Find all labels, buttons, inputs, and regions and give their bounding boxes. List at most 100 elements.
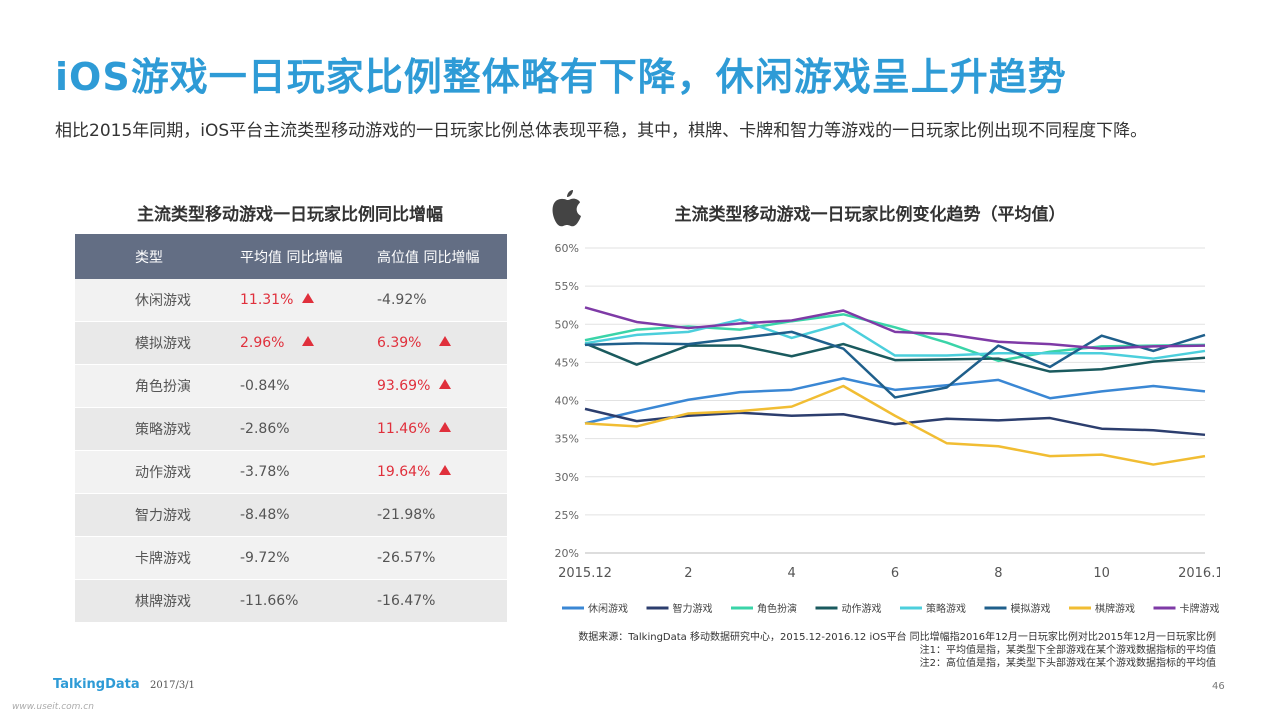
cell-avg: 2.96%: [240, 321, 377, 365]
cell-high-value: 93.69%: [377, 378, 431, 394]
cell-high: 19.64%: [377, 450, 507, 494]
cell-type: 棋牌游戏: [75, 579, 240, 623]
cell-high-value: -4.92%: [377, 292, 427, 308]
table-title: 主流类型移动游戏一日玩家比例同比增幅: [137, 205, 443, 225]
up-triangle-icon: [439, 422, 451, 432]
cell-avg-value: -2.86%: [240, 421, 290, 437]
series-line-7: [584, 306, 1206, 350]
cell-avg-value: -9.72%: [240, 550, 290, 566]
legend-label: 动作游戏: [842, 602, 882, 615]
cell-avg: -2.86%: [240, 407, 377, 451]
x-tick-label: 2015.12: [558, 566, 612, 581]
cell-high: 11.46%: [377, 407, 507, 451]
cell-avg: -0.84%: [240, 364, 377, 408]
y-tick-label: 55%: [555, 280, 579, 293]
header-high: 高位值 同比增幅: [377, 234, 507, 279]
x-tick-label: 10: [1093, 566, 1110, 581]
y-tick-label: 50%: [555, 318, 579, 331]
series-line-5: [584, 330, 1206, 399]
legend-label: 卡牌游戏: [1180, 602, 1220, 615]
table-header-row: 类型 平均值 同比增幅 高位值 同比增幅: [75, 234, 507, 279]
growth-table: 类型 平均值 同比增幅 高位值 同比增幅 休闲游戏 11.31% -4.92% 模拟游…: [75, 234, 507, 623]
cell-avg-value: -11.66%: [240, 593, 299, 609]
legend-label: 棋牌游戏: [1095, 602, 1135, 615]
series-line-0: [584, 377, 1206, 425]
cell-avg-value: 11.31%: [240, 292, 294, 308]
cell-high: -4.92%: [377, 279, 507, 322]
series-line-6: [584, 384, 1206, 466]
chart-title: 主流类型移动游戏一日玩家比例变化趋势（平均值）: [674, 205, 1066, 225]
legend-label: 智力游戏: [673, 602, 713, 615]
table-row: 策略游戏 -2.86% 11.46%: [75, 407, 507, 451]
apple-icon: [552, 190, 581, 227]
up-triangle-icon: [439, 336, 451, 346]
cell-high-value: -26.57%: [377, 550, 436, 566]
cell-type: 休闲游戏: [75, 279, 240, 322]
cell-type: 卡牌游戏: [75, 536, 240, 580]
x-tick-label: 2: [684, 566, 692, 581]
header-type: 类型: [75, 234, 240, 279]
y-tick-label: 60%: [555, 242, 579, 255]
page-subtitle: 相比2015年同期，iOS平台主流类型移动游戏的一日玩家比例总体表现平稳，其中，…: [55, 121, 1148, 141]
cell-high: 93.69%: [377, 364, 507, 408]
y-tick-label: 45%: [555, 356, 579, 369]
x-tick-label: 2016.12: [1178, 566, 1220, 581]
source-note: 数据来源：TalkingData 移动数据研究中心，2015.12-2016.1…: [520, 631, 1216, 670]
cell-high: 6.39%: [377, 321, 507, 365]
x-tick-label: 6: [891, 566, 899, 581]
cell-high-value: -16.47%: [377, 593, 436, 609]
table-row: 棋牌游戏 -11.66% -16.47%: [75, 579, 507, 623]
watermark: www.useit.com.cn: [12, 702, 94, 712]
legend-label: 策略游戏: [926, 602, 966, 615]
x-tick-label: 4: [788, 566, 796, 581]
legend-label: 休闲游戏: [588, 602, 628, 615]
cell-type: 智力游戏: [75, 493, 240, 537]
cell-high-value: 11.46%: [377, 421, 431, 437]
series-line-4: [584, 318, 1206, 360]
cell-avg: -8.48%: [240, 493, 377, 537]
cell-avg: 11.31%: [240, 279, 377, 322]
cell-type: 模拟游戏: [75, 321, 240, 365]
table-row: 卡牌游戏 -9.72% -26.57%: [75, 536, 507, 580]
source-line-1: 数据来源：TalkingData 移动数据研究中心，2015.12-2016.1…: [578, 632, 1216, 643]
cell-avg: -3.78%: [240, 450, 377, 494]
source-line-3: 注2：高位值是指，某类型下头部游戏在某个游戏数据指标的平均值: [919, 658, 1216, 669]
talkingdata-logo: TalkingData: [53, 677, 140, 692]
table-row: 模拟游戏 2.96% 6.39%: [75, 321, 507, 365]
cell-avg-value: -3.78%: [240, 464, 290, 480]
series-line-1: [584, 407, 1206, 437]
table-row: 智力游戏 -8.48% -21.98%: [75, 493, 507, 537]
source-line-2: 注1：平均值是指，某类型下全部游戏在某个游戏数据指标的平均值: [919, 645, 1216, 656]
table-body: 休闲游戏 11.31% -4.92% 模拟游戏 2.96% 6.39% 角色扮演 -0.84%…: [75, 279, 507, 623]
cell-type: 角色扮演: [75, 364, 240, 408]
cell-type: 动作游戏: [75, 450, 240, 494]
table-row: 动作游戏 -3.78% 19.64%: [75, 450, 507, 494]
cell-type: 策略游戏: [75, 407, 240, 451]
up-triangle-icon: [302, 336, 314, 346]
cell-high: -21.98%: [377, 493, 507, 537]
cell-high-value: 19.64%: [377, 464, 431, 480]
cell-high-value: -21.98%: [377, 507, 436, 523]
series-line-3: [584, 342, 1206, 373]
line-chart: 20% 25% 30% 35% 40% 45% 50% 55% 60% 2015.12 2 4 6 8 10…: [555, 242, 1220, 615]
page-title: iOS游戏一日玩家比例整体略有下降，休闲游戏呈上升趋势: [55, 55, 1067, 99]
table-row: 休闲游戏 11.31% -4.92%: [75, 279, 507, 322]
y-tick-label: 40%: [555, 395, 579, 408]
page-number: 46: [1212, 681, 1225, 692]
report-date: 2017/3/1: [150, 680, 195, 691]
cell-high-value: 6.39%: [377, 335, 422, 351]
x-tick-label: 8: [994, 566, 1002, 581]
y-tick-label: 35%: [555, 433, 579, 446]
up-triangle-icon: [439, 465, 451, 475]
legend-label: 角色扮演: [757, 602, 797, 615]
cell-avg: -11.66%: [240, 579, 377, 623]
up-triangle-icon: [302, 293, 314, 303]
y-tick-label: 25%: [555, 509, 579, 522]
cell-avg-value: -8.48%: [240, 507, 290, 523]
header-avg: 平均值 同比增幅: [240, 234, 377, 279]
y-tick-label: 20%: [555, 547, 579, 560]
cell-avg-value: -0.84%: [240, 378, 290, 394]
cell-avg-value: 2.96%: [240, 335, 285, 351]
legend-label: 模拟游戏: [1011, 602, 1051, 615]
cell-high: -26.57%: [377, 536, 507, 580]
